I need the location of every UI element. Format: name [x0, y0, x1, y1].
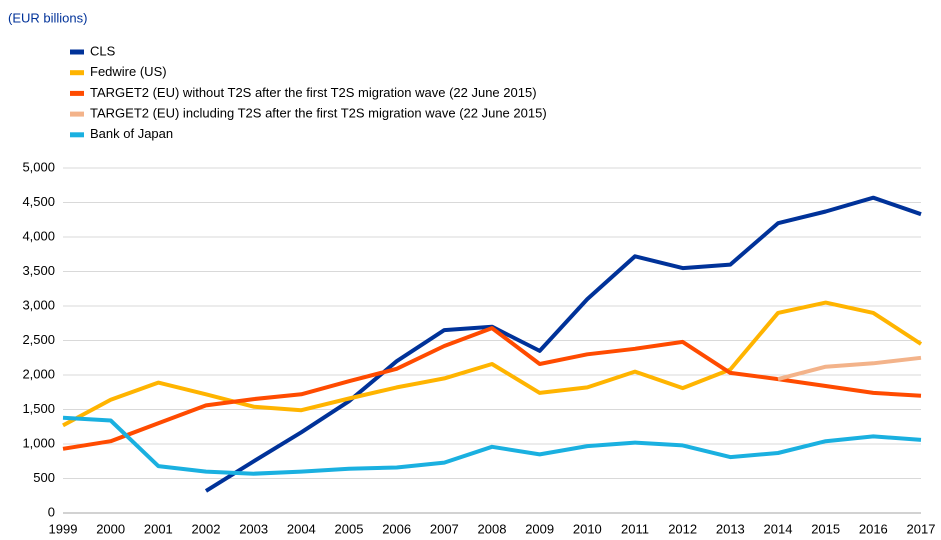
x-tick-label: 2004: [287, 521, 316, 536]
x-tick-label: 2011: [621, 521, 649, 536]
y-tick-label: 4,500: [22, 194, 55, 209]
series-line: [777, 355, 922, 382]
y-tick-label: 5,000: [22, 159, 55, 174]
x-tick-label: 2006: [382, 521, 411, 536]
x-tick-label: 2005: [335, 521, 364, 536]
y-tick-label: 2,000: [22, 366, 55, 381]
y-tick-label: 4,000: [22, 228, 55, 243]
x-tick-label: 2000: [96, 521, 125, 536]
series-line: [204, 195, 922, 493]
legend-swatch: [70, 90, 84, 96]
y-tick-label: 3,500: [22, 263, 55, 278]
x-tick-label: 2017: [907, 521, 936, 536]
legend-swatch: [70, 70, 84, 76]
legend-swatch: [70, 49, 84, 55]
legend-label: CLS: [90, 43, 116, 58]
y-tick-label: 500: [33, 470, 55, 485]
legend-label: Bank of Japan: [90, 126, 173, 141]
x-tick-label: 2001: [144, 521, 173, 536]
y-tick-label: 3,000: [22, 297, 55, 312]
chart-title: (EUR billions): [8, 10, 87, 25]
legend-swatch: [70, 132, 84, 138]
series-line: [62, 326, 922, 451]
x-tick-label: 2016: [859, 521, 888, 536]
y-tick-label: 1,000: [22, 435, 55, 450]
x-tick-label: 2003: [239, 521, 268, 536]
x-tick-label: 1999: [49, 521, 78, 536]
y-tick-label: 1,500: [22, 401, 55, 416]
series-line: [62, 415, 922, 476]
legend-label: TARGET2 (EU) including T2S after the fir…: [90, 106, 547, 121]
x-tick-label: 2015: [811, 521, 840, 536]
y-tick-label: 0: [48, 504, 55, 519]
x-tick-label: 2002: [192, 521, 221, 536]
x-tick-label: 2007: [430, 521, 459, 536]
y-tick-label: 2,500: [22, 332, 55, 347]
x-tick-label: 2008: [478, 521, 507, 536]
legend-label: TARGET2 (EU) without T2S after the first…: [90, 85, 537, 100]
x-tick-label: 2009: [525, 521, 554, 536]
x-tick-label: 2013: [716, 521, 745, 536]
x-tick-label: 2012: [668, 521, 697, 536]
x-tick-label: 2014: [764, 521, 793, 536]
legend-swatch: [70, 111, 84, 117]
legend-label: Fedwire (US): [90, 64, 167, 79]
x-tick-label: 2010: [573, 521, 602, 536]
series-line: [62, 300, 923, 428]
